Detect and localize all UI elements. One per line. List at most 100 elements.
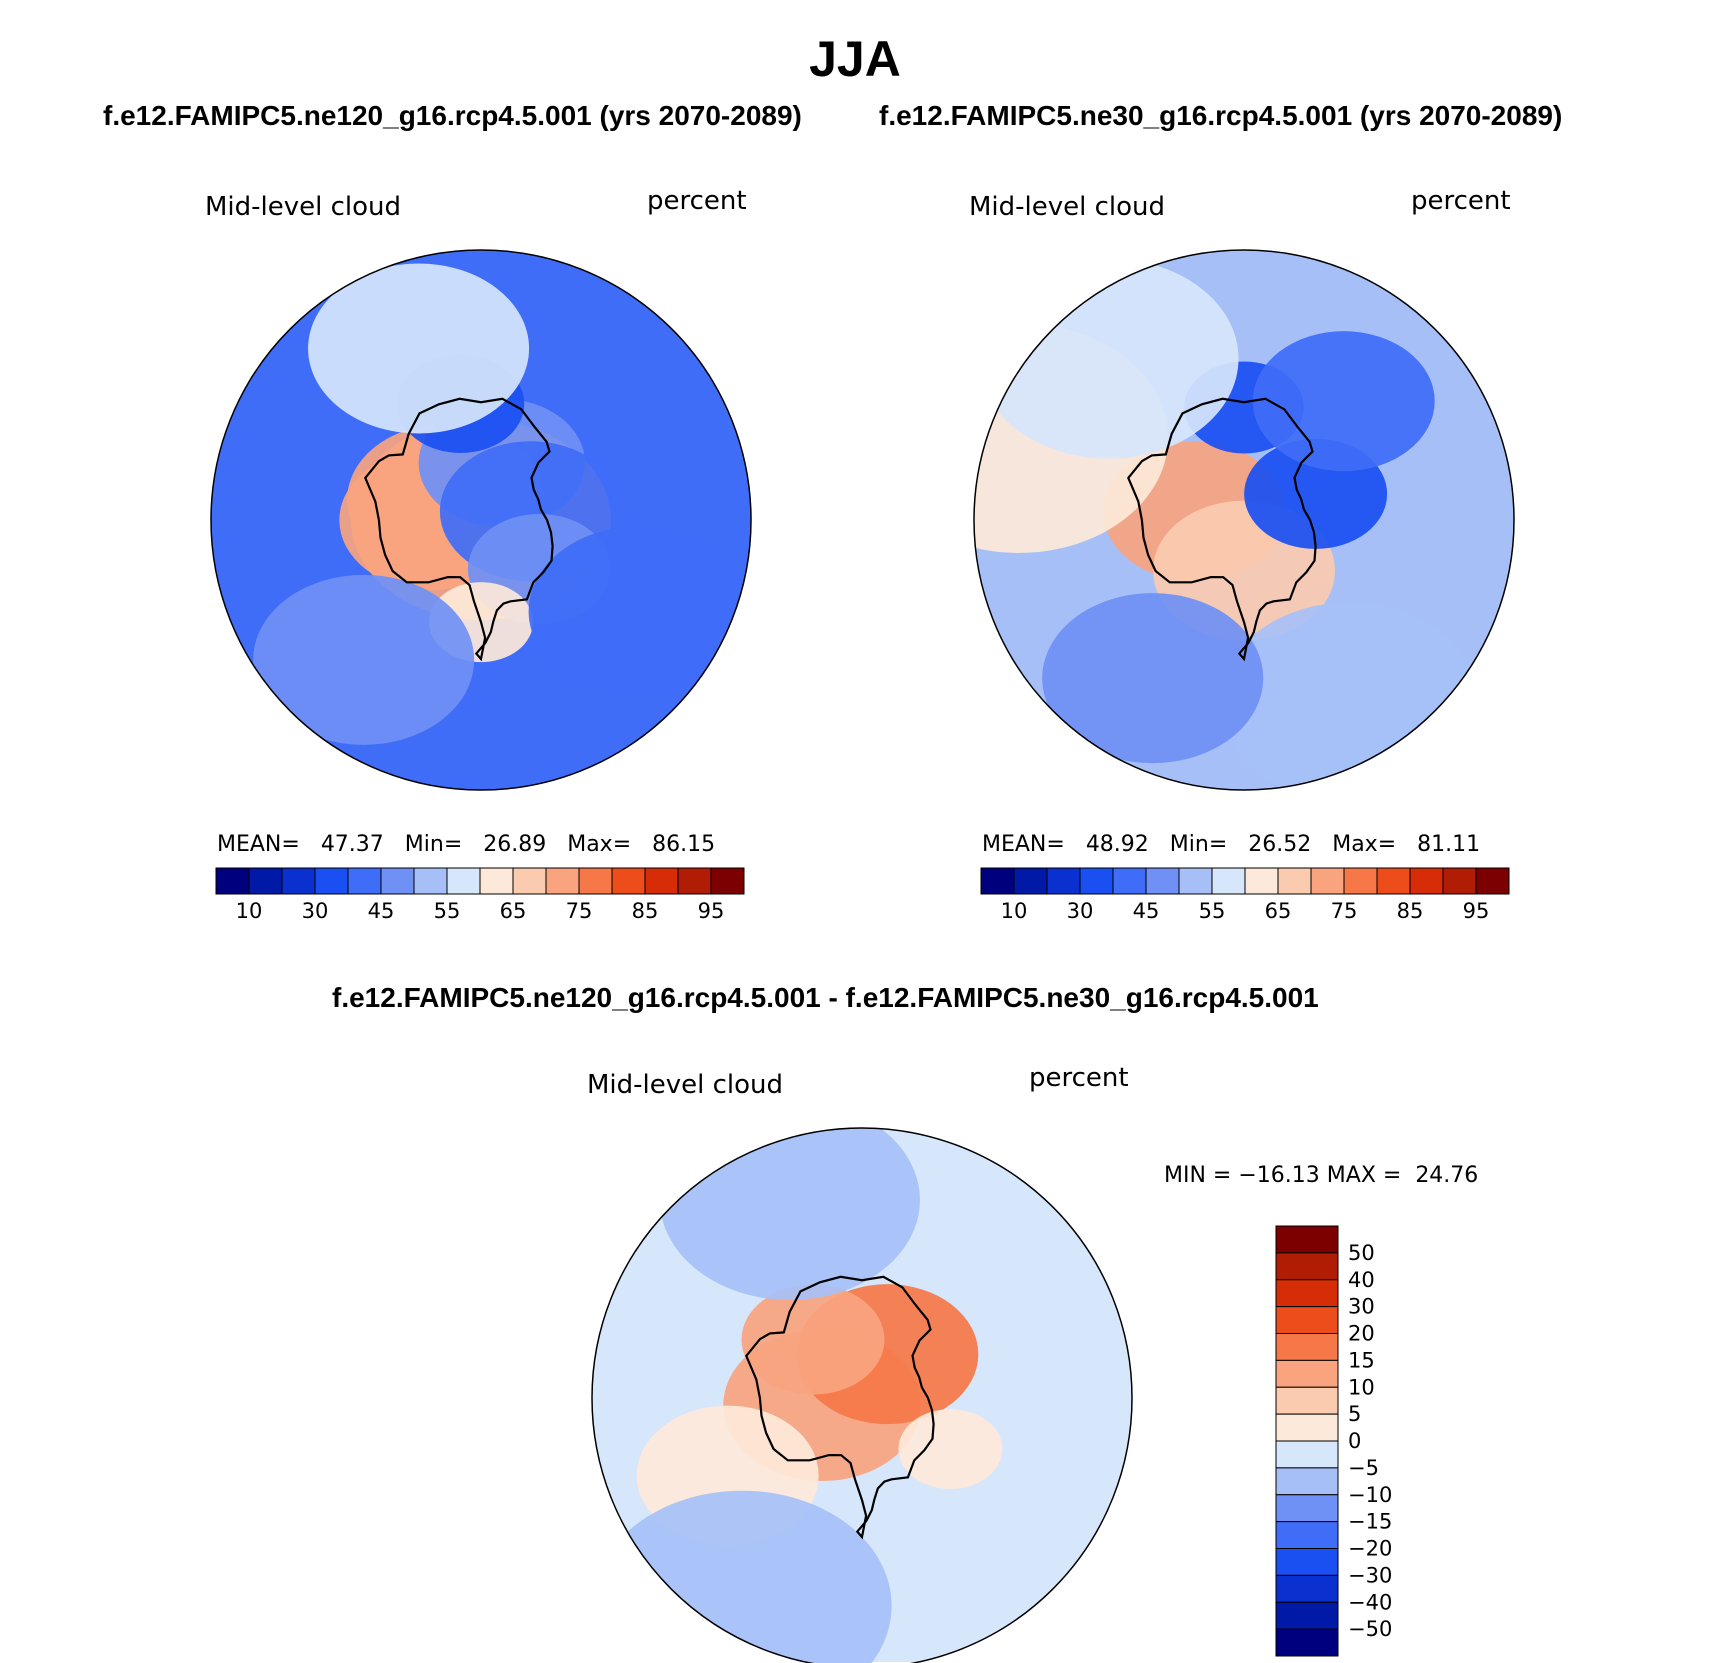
panel2-colorbar-swatch (1475, 867, 1510, 895)
panel2-colorbar-tick-label: 30 (1067, 899, 1094, 923)
coastline (364, 397, 554, 662)
panel1-min-label: Min= (404, 832, 463, 857)
panel3-max-value: 24.76 (1415, 1163, 1479, 1188)
panel3-colorbar-tick-label: 10 (1348, 1375, 1375, 1399)
panel2-colorbar-tick-label: 65 (1265, 899, 1292, 923)
panel2-stats: MEAN= 48.92 Min= 26.52 Max= 81.11 (982, 832, 1480, 857)
panel3-colorbar-tick-label: 0 (1348, 1429, 1361, 1453)
panel2-colorbar-swatch (1343, 867, 1378, 895)
panel2-colorbar-swatch (1277, 867, 1312, 895)
panel3-colorbar-tick-label: −40 (1348, 1590, 1392, 1614)
panel3-colorbar-tick-label: 5 (1348, 1402, 1361, 1426)
panel3-colorbar-tick-label: −20 (1348, 1537, 1392, 1561)
panel1-colorbar-swatch (347, 867, 382, 895)
panel3-colorbar-swatch (1275, 1601, 1339, 1630)
panel3-colorbar-tick-label: −5 (1348, 1456, 1379, 1480)
right-case-title: f.e12.FAMIPC5.ne30_g16.rcp4.5.001 (yrs 2… (879, 100, 1563, 131)
panel1-colorbar-swatch (677, 867, 712, 895)
panel3-colorbar-swatch (1275, 1333, 1339, 1361)
panel1-mean-label: MEAN= (217, 832, 300, 857)
panel1-max-label: Max= (567, 832, 632, 857)
map-boundary (973, 249, 1515, 791)
panel1-units-label: percent (647, 186, 747, 216)
map-field-region (898, 1409, 1003, 1490)
panel1-colorbar-tick-label: 55 (434, 899, 461, 923)
map-field-region (659, 1128, 920, 1300)
panel2-map (973, 249, 1515, 791)
panel3-colorbar-tick-label: 50 (1348, 1241, 1375, 1265)
panel2-colorbar-swatch (1145, 867, 1180, 895)
panel3-colorbar-tick-label: 30 (1348, 1295, 1375, 1319)
panel2-max-value: 81.11 (1417, 832, 1481, 857)
panel2-mean-value: 48.92 (1085, 832, 1149, 857)
panel1-colorbar-tick-label: 65 (500, 899, 527, 923)
panel3-colorbar-swatch (1275, 1494, 1339, 1523)
panel1-colorbar-tick-label: 95 (698, 899, 725, 923)
panel3-min-label: MIN = (1164, 1163, 1232, 1188)
map-field-region (1042, 593, 1264, 764)
coastline (1127, 397, 1317, 662)
panel2-colorbar-swatch (1409, 867, 1444, 895)
panel1-stats: MEAN= 47.37 Min= 26.89 Max= 86.15 (217, 832, 715, 857)
panel3-units-label: percent (1029, 1063, 1129, 1093)
panel2-colorbar-tick-label: 10 (1001, 899, 1028, 923)
panel2-colorbar-swatch (980, 867, 1015, 895)
panel3-colorbar-tick-label: −50 (1348, 1617, 1392, 1641)
panel2-units-label: percent (1411, 186, 1511, 216)
panel2-colorbar-tick-label: 75 (1331, 899, 1358, 923)
panel1-colorbar-swatch (578, 867, 613, 895)
panel1-map (210, 249, 752, 791)
panel3-colorbar-swatch (1275, 1413, 1339, 1442)
panel1-colorbar: 10 30 45 55 65 75 85 95 (215, 867, 745, 923)
panel2-colorbar-swatch (1013, 867, 1048, 895)
panel1-colorbar-tick-label: 85 (632, 899, 659, 923)
panel1-colorbar-swatch (215, 867, 250, 895)
coastline (745, 1275, 935, 1540)
panel1-colorbar-swatch (512, 867, 547, 895)
map-field-region (1252, 331, 1435, 472)
panel3-colorbar-swatch (1275, 1440, 1339, 1469)
panel1-mean-value: 47.37 (320, 832, 384, 857)
panel1-colorbar-swatch (479, 867, 514, 895)
panel3-colorbar-swatch (1275, 1359, 1339, 1388)
diff-case-title: f.e12.FAMIPC5.ne120_g16.rcp4.5.001 - f.e… (332, 982, 1319, 1013)
panel3-colorbar-swatch (1275, 1521, 1339, 1549)
panel3-map (591, 1127, 1133, 1663)
panel1-colorbar-swatch (611, 867, 646, 895)
map-field-region (528, 526, 750, 697)
panel2-colorbar-swatch (1310, 867, 1345, 895)
panel2-max-label: Max= (1332, 832, 1397, 857)
panel3-colorbar-swatch (1275, 1574, 1339, 1603)
panel1-colorbar-tick-label: 45 (368, 899, 395, 923)
figure-title: JJA (809, 31, 901, 87)
map-field-region (253, 574, 475, 745)
panel2-colorbar-swatch (1178, 867, 1213, 895)
panel2-colorbar: 10 30 45 55 65 75 85 95 (980, 867, 1510, 923)
panel2-colorbar-swatch (1211, 867, 1246, 895)
panel3-colorbar-swatch (1275, 1467, 1339, 1496)
panel3-colorbar-swatch (1275, 1252, 1339, 1281)
panel3-colorbar-tick-label: 15 (1348, 1348, 1375, 1372)
panel3-stats: MIN = −16.13 MAX = 24.76 (1164, 1163, 1478, 1188)
panel1-colorbar-swatch (248, 867, 283, 895)
panel3-colorbar-swatch (1275, 1225, 1339, 1254)
panel2-colorbar-tick-label: 45 (1133, 899, 1160, 923)
panel1-colorbar-swatch (710, 867, 745, 895)
panel2-colorbar-swatch (1244, 867, 1279, 895)
panel2-colorbar-swatch (1376, 867, 1411, 895)
panel2-colorbar-swatch (1079, 867, 1114, 895)
panel2-colorbar-swatch (1112, 867, 1147, 895)
panel3-colorbar-swatch (1275, 1386, 1339, 1415)
panel1-colorbar-swatch (545, 867, 580, 895)
panel3-colorbar-tick-label: 40 (1348, 1268, 1375, 1292)
panel1-colorbar-tick-label: 10 (236, 899, 263, 923)
map-boundary (210, 249, 752, 791)
panel1-max-value: 86.15 (652, 832, 716, 857)
panel1-colorbar-tick-label: 75 (566, 899, 593, 923)
panel2-colorbar-tick-label: 85 (1397, 899, 1424, 923)
panel3-variable-label: Mid-level cloud (587, 1070, 784, 1100)
panel2-colorbar-swatch (1442, 867, 1477, 895)
panel1-colorbar-tick-label: 30 (302, 899, 329, 923)
panel3-min-value: −16.13 (1238, 1163, 1320, 1188)
